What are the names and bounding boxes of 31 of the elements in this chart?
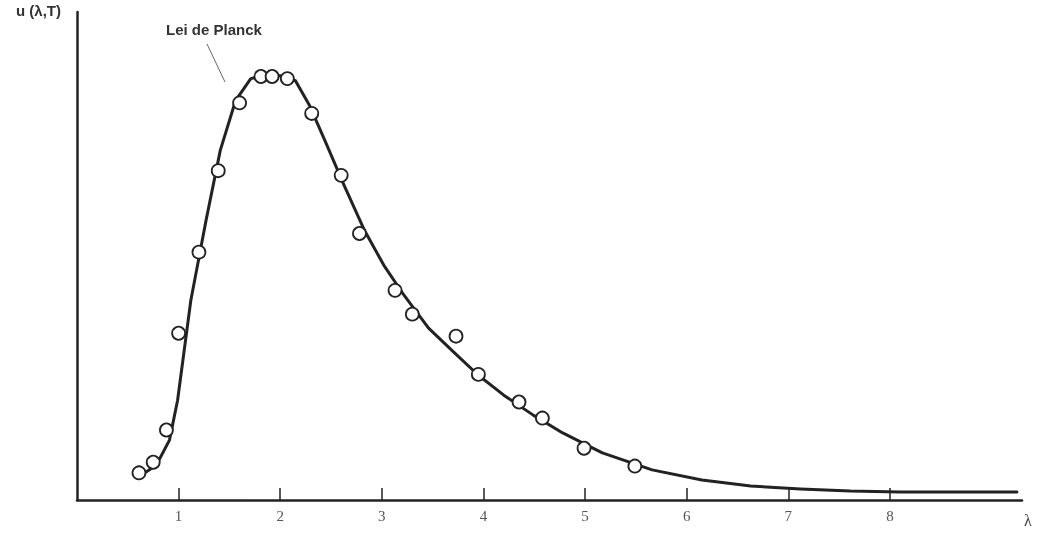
point: [145, 454, 161, 470]
point: [210, 163, 226, 179]
point: [264, 69, 280, 84]
point: [352, 226, 367, 241]
point: [470, 367, 486, 382]
x-axis-title: λ: [1024, 511, 1032, 529]
x-tick-label: 5: [581, 507, 589, 524]
point: [131, 465, 147, 481]
x-tick-label: 2: [276, 507, 284, 524]
y-axis-title: u (λ,T): [16, 2, 61, 19]
point: [279, 71, 295, 87]
point: [627, 458, 643, 474]
text: Lei de Planck: [166, 21, 263, 38]
point: [576, 440, 592, 456]
point: [159, 422, 174, 438]
point: [404, 306, 420, 322]
x-tick-label: 4: [479, 507, 488, 524]
point: [448, 328, 464, 344]
point: [535, 410, 550, 426]
point: [232, 95, 247, 111]
point: [304, 106, 320, 121]
point: [333, 167, 349, 183]
x-tick-label: 6: [682, 507, 691, 524]
point: [191, 244, 207, 260]
x-tick-label: 3: [378, 507, 386, 524]
x-tick-label: 8: [886, 507, 894, 524]
point: [511, 394, 527, 410]
point: [387, 282, 403, 298]
x-tick-label: 7: [784, 507, 793, 524]
x-tick-label: 1: [174, 507, 183, 524]
point: [171, 325, 187, 341]
